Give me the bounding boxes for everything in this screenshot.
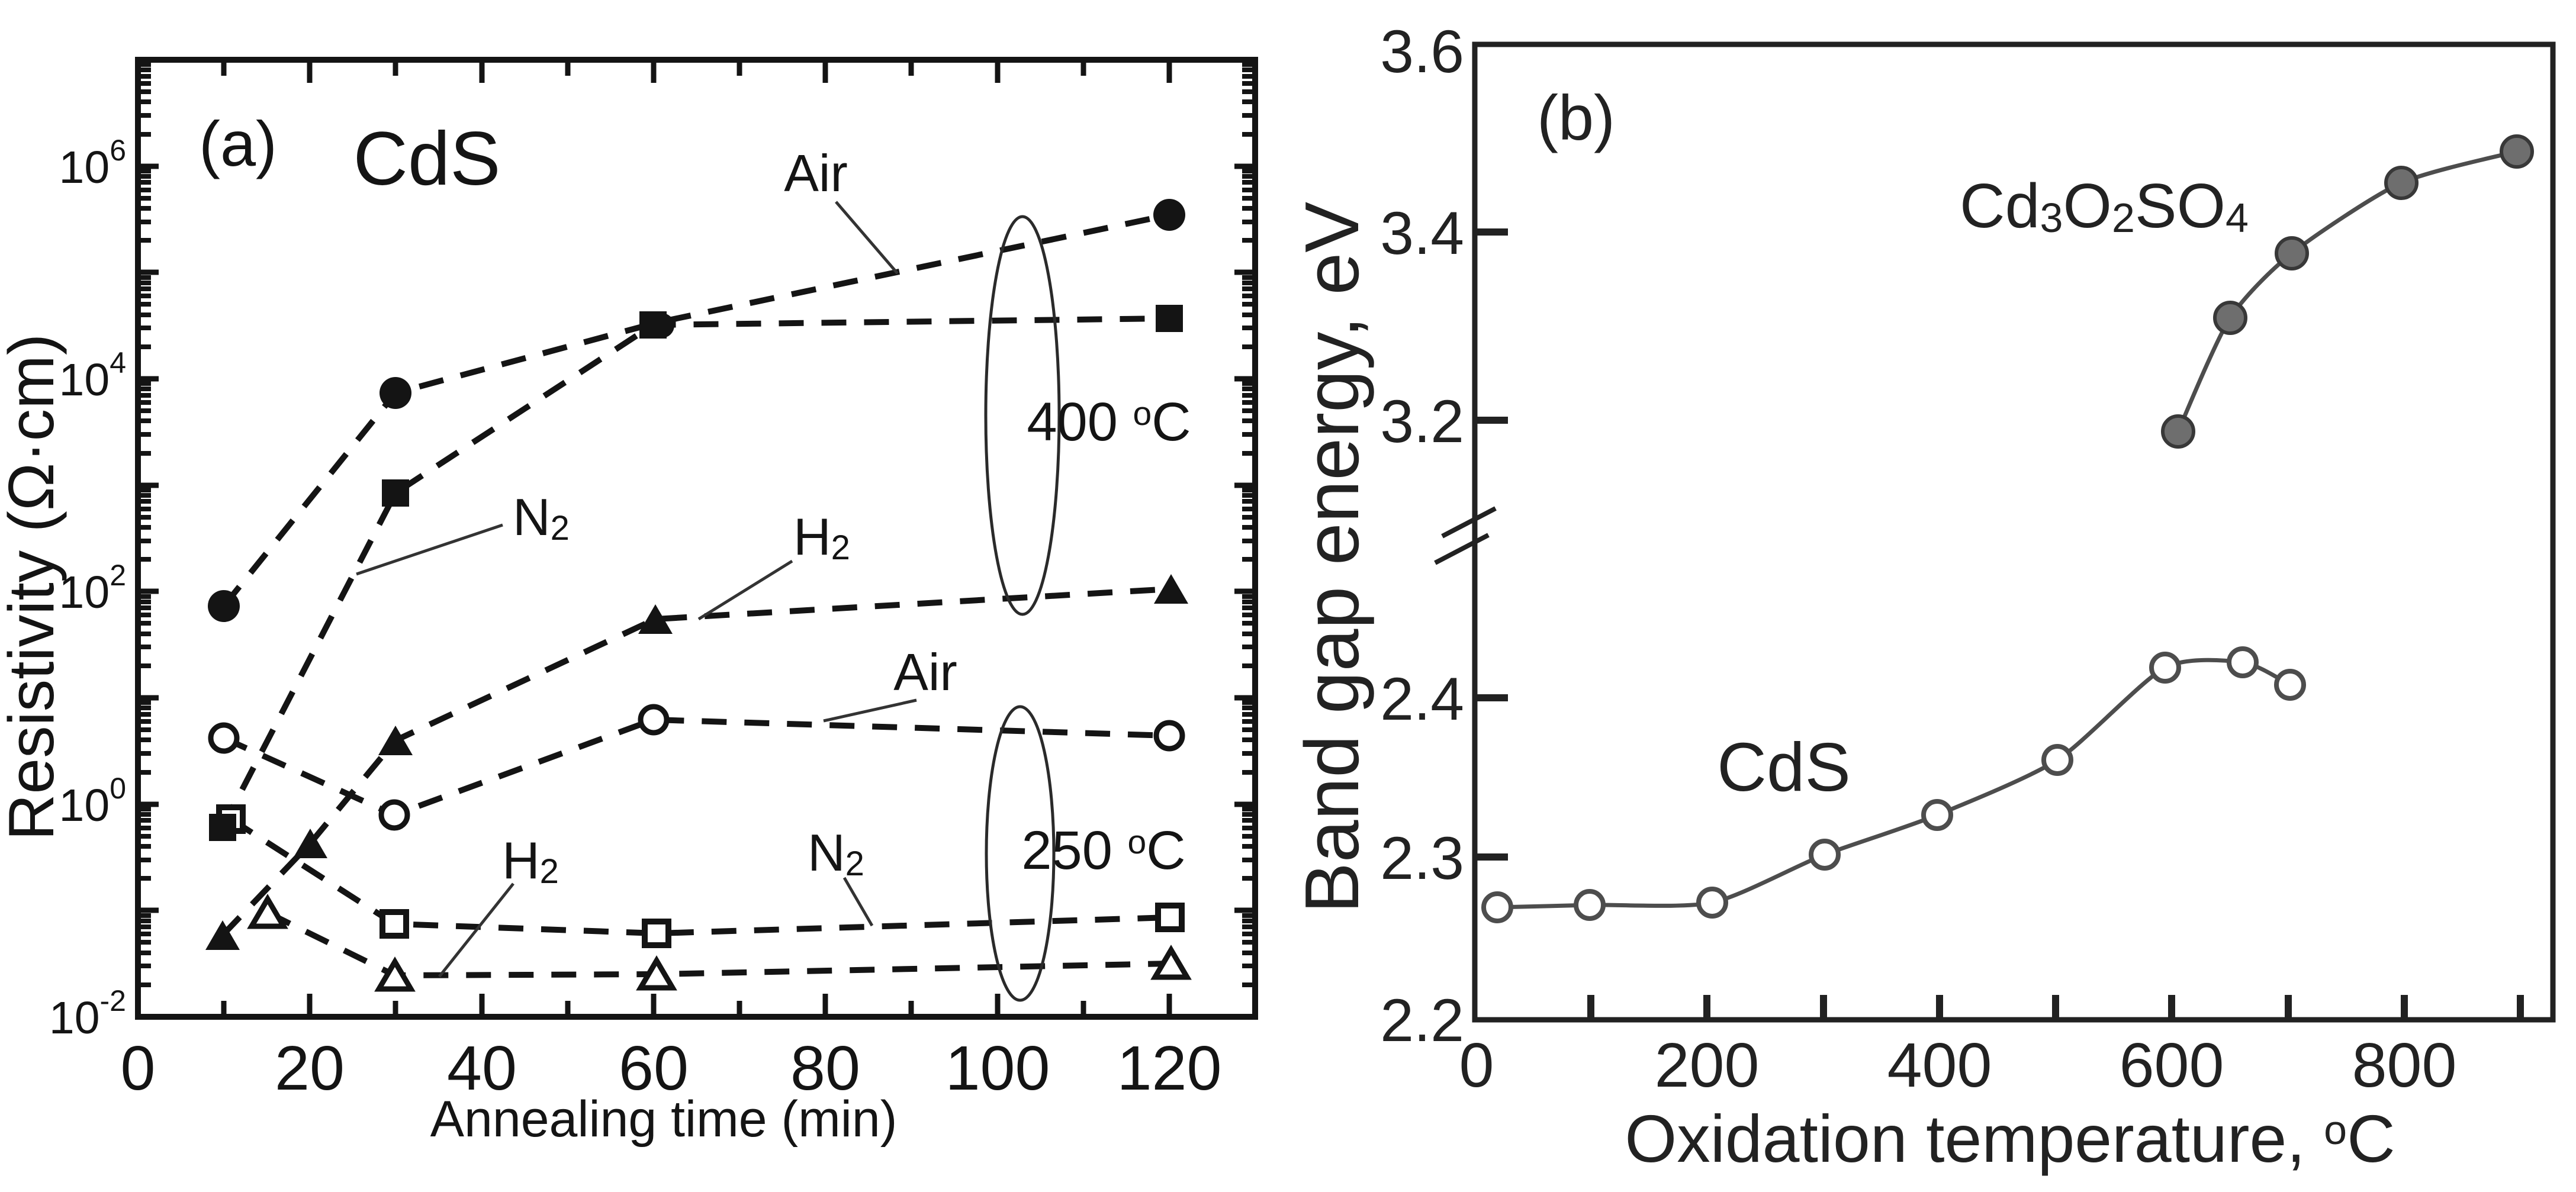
svg-text:3.2: 3.2 (1380, 388, 1464, 455)
svg-text:(a): (a) (199, 108, 277, 179)
svg-text:0: 0 (121, 1033, 156, 1103)
svg-text:CdS: CdS (353, 117, 501, 201)
svg-text:600: 600 (2120, 1030, 2224, 1100)
svg-text:400 oC: 400 oC (1027, 392, 1191, 452)
svg-text:3.6: 3.6 (1380, 18, 1464, 85)
svg-text:Air: Air (893, 643, 957, 701)
svg-text:102: 102 (59, 559, 126, 618)
svg-text:120: 120 (1117, 1033, 1222, 1103)
svg-text:Oxidation temperature, oC: Oxidation temperature, oC (1625, 1101, 2395, 1176)
svg-text:800: 800 (2352, 1030, 2457, 1100)
svg-text:60: 60 (619, 1033, 689, 1103)
svg-text:Cd3O2SO4: Cd3O2SO4 (1960, 171, 2249, 241)
svg-text:2.3: 2.3 (1380, 824, 1464, 892)
svg-text:Annealing time (min): Annealing time (min) (430, 1091, 898, 1148)
svg-text:(b): (b) (1537, 82, 1615, 153)
svg-text:40: 40 (447, 1033, 517, 1103)
svg-text:250 oC: 250 oC (1021, 820, 1185, 881)
svg-text:3.4: 3.4 (1380, 199, 1464, 267)
svg-text:20: 20 (275, 1033, 345, 1103)
svg-text:Resistivity (Ω·cm): Resistivity (Ω·cm) (0, 334, 67, 841)
svg-text:400: 400 (1887, 1030, 1992, 1100)
svg-text:0: 0 (1459, 1030, 1494, 1100)
svg-text:N2: N2 (513, 488, 570, 547)
svg-text:100: 100 (946, 1033, 1050, 1103)
svg-text:80: 80 (790, 1033, 860, 1103)
svg-text:CdS: CdS (1717, 729, 1851, 806)
svg-text:200: 200 (1655, 1030, 1760, 1100)
svg-text:2.2: 2.2 (1380, 987, 1464, 1054)
svg-text:2.4: 2.4 (1380, 665, 1464, 733)
svg-text:Band gap energy, eV: Band gap energy, eV (1289, 202, 1375, 914)
svg-text:Air: Air (784, 144, 848, 202)
